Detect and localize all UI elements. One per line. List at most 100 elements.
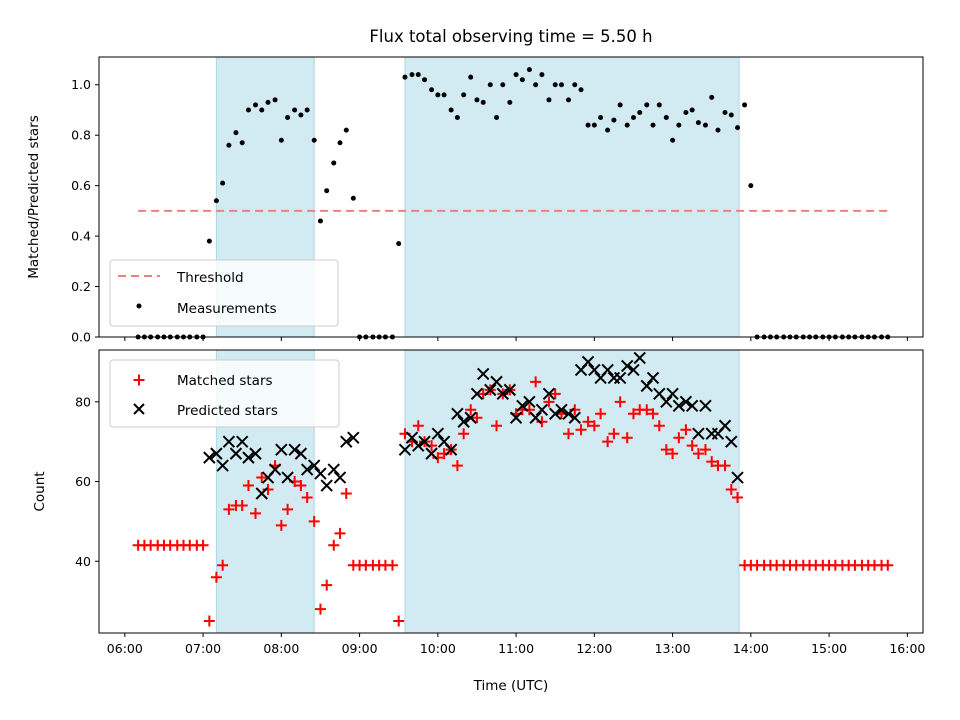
predicted-star-point xyxy=(255,487,268,500)
matched-star-point xyxy=(197,539,209,551)
predicted-star-point xyxy=(542,387,556,401)
measurement-point xyxy=(650,122,656,128)
predicted-star-point xyxy=(418,435,431,448)
predicted-star-point xyxy=(601,363,614,377)
measurement-point xyxy=(630,115,636,121)
bottom-shaded-regions xyxy=(215,349,740,634)
top-y-tick-label: 0.4 xyxy=(71,229,91,244)
top-y-tick-label: 0.2 xyxy=(71,279,91,294)
measurement-point xyxy=(480,99,486,105)
matched-star-point xyxy=(386,559,398,571)
measurement-point xyxy=(539,72,545,78)
measurement-point xyxy=(617,102,623,108)
matched-star-point xyxy=(647,408,659,420)
measurement-point xyxy=(337,140,343,146)
measurement-point xyxy=(513,72,519,78)
measurement-point xyxy=(454,115,460,121)
matched-star-point xyxy=(210,571,222,583)
matched-star-point xyxy=(621,432,633,444)
bottom-axes-frame xyxy=(98,349,924,634)
predicted-star-point xyxy=(314,467,327,480)
predicted-star-point xyxy=(320,479,333,492)
predicted-star-point xyxy=(340,435,353,448)
legend-measurements-swatch xyxy=(136,303,142,309)
measurement-point xyxy=(292,107,298,113)
predicted-star-point xyxy=(490,375,503,389)
measurement-point xyxy=(533,82,539,88)
predicted-star-point xyxy=(692,427,705,440)
measurement-point xyxy=(611,117,617,123)
ratio-panel: 0.0 0.2 0.4 0.6 0.8 1.0 Matched/Predicted sta… xyxy=(26,56,924,345)
measurement-point xyxy=(324,188,330,194)
measurement-point xyxy=(598,115,604,121)
predicted-star-point xyxy=(509,411,523,424)
measurement-point xyxy=(278,137,284,143)
predicted-star-point xyxy=(229,447,243,460)
measurement-point xyxy=(742,102,748,108)
bottom-y-axis-label: Count xyxy=(32,471,48,511)
predicted-star-point xyxy=(300,463,314,476)
matched-star-point xyxy=(641,404,653,416)
top-axes-frame xyxy=(98,56,924,338)
measurement-point xyxy=(558,82,564,88)
predicted-star-point xyxy=(685,399,699,413)
measurement-point xyxy=(253,102,259,108)
measurement-point xyxy=(226,142,232,148)
predicted-star-point xyxy=(672,399,686,413)
matched-star-point xyxy=(340,487,352,499)
measurement-point xyxy=(624,122,630,128)
predicted-star-point xyxy=(222,435,236,448)
predicted-star-point xyxy=(235,435,249,448)
matched-star-point xyxy=(595,408,607,420)
matched-star-point xyxy=(451,460,463,472)
predicted-star-point xyxy=(555,403,568,416)
predicted-star-point xyxy=(203,451,216,464)
measurement-point xyxy=(663,115,669,121)
matched-star-point xyxy=(223,503,235,515)
bottom-y-tick-label: 40 xyxy=(75,554,91,569)
predicted-star-point xyxy=(425,447,438,460)
matched-star-point xyxy=(334,527,346,539)
matched-star-point xyxy=(725,484,737,496)
measurement-point xyxy=(402,74,408,80)
predicted-star-point xyxy=(477,367,490,381)
predicted-star-point xyxy=(660,395,673,409)
chart-title: Flux total observing time = 5.50 h xyxy=(369,27,652,46)
measurement-point xyxy=(245,107,251,113)
measurement-point xyxy=(683,109,689,115)
predicted-star-point xyxy=(535,403,549,416)
predicted-star-point xyxy=(484,383,497,397)
top-legend-box xyxy=(109,259,339,327)
bottom-axis-ticks: 06:00 07:00 08:00 09:00 10:00 11:00 12:00 13:00… xyxy=(75,394,925,656)
predicted-star-point xyxy=(333,471,347,484)
measurement-point xyxy=(578,87,584,93)
predicted-star-point xyxy=(470,387,484,401)
x-tick-label: 08:00 xyxy=(263,641,299,656)
measurement-point xyxy=(722,109,728,115)
measurement-point xyxy=(441,92,447,98)
matched-star-point xyxy=(719,460,731,472)
bottom-legend: Matched stars Predicted stars xyxy=(109,359,340,428)
legend-matched-swatch xyxy=(133,374,145,386)
measurement-point xyxy=(474,97,480,103)
bottom-y-tick-label: 80 xyxy=(75,394,91,409)
matched-star-point xyxy=(706,456,718,468)
predicted-star-point xyxy=(412,439,425,452)
measurement-point xyxy=(702,122,708,128)
matched-star-point xyxy=(686,440,698,452)
matched-star-point xyxy=(732,491,744,503)
matched-star-point xyxy=(458,428,470,440)
predicted-star-point xyxy=(633,351,646,365)
x-tick-label: 13:00 xyxy=(655,641,691,656)
predicted-star-point xyxy=(288,443,301,456)
predicted-star-point xyxy=(327,463,340,476)
matched-star-point xyxy=(282,503,294,515)
matched-star-point xyxy=(530,376,542,388)
predicted-star-point xyxy=(464,411,477,424)
shaded-interval-2 xyxy=(404,56,740,338)
predicted-star-point xyxy=(718,419,732,432)
predicted-star-point xyxy=(529,411,542,424)
matched-star-point xyxy=(328,539,340,551)
predicted-star-point xyxy=(666,387,679,401)
